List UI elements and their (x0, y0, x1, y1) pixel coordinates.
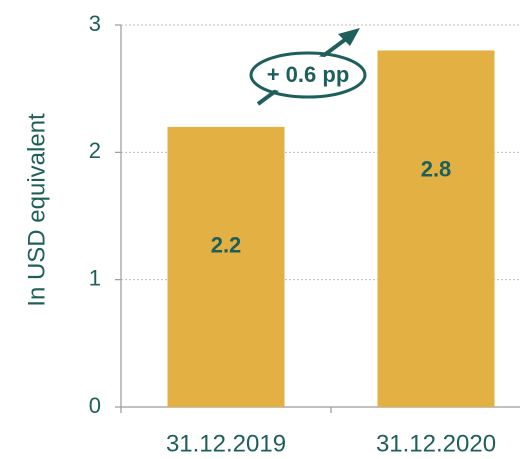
y-axis-label: In USD equivalent (23, 113, 50, 307)
data-label: 2.8 (421, 156, 452, 181)
bar (377, 50, 495, 407)
y-tick-label: 1 (89, 265, 101, 290)
annotation-oval-fill (254, 56, 362, 94)
y-tick-label: 0 (89, 393, 101, 418)
annotation-arrowhead (338, 28, 360, 46)
annotation: + 0.6 pp (267, 62, 350, 87)
x-tick-label: 31.12.2019 (166, 430, 286, 457)
bar (167, 126, 285, 407)
x-tick-label: 31.12.2020 (376, 430, 496, 457)
data-label: 2.2 (211, 233, 242, 258)
y-tick-label: 2 (89, 138, 101, 163)
y-tick-label: 3 (89, 11, 101, 36)
